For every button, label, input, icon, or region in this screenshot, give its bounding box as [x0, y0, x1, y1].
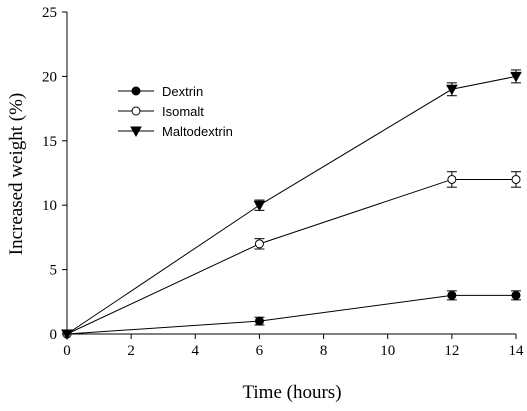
axes: 0 2 4 6 8 10 12 14 0 5 10 15 20 25: [42, 5, 524, 359]
y-tick-label: 10: [42, 198, 57, 214]
legend: Dextrin Isomalt Maltodextrin: [118, 84, 233, 139]
series-isomalt: [62, 171, 521, 339]
x-tick-label: 10: [380, 343, 395, 359]
data-point: [511, 290, 521, 300]
series-line: [66, 75, 517, 335]
x-tick-label: 6: [256, 343, 264, 359]
x-tick-label: 0: [63, 343, 71, 359]
x-tick-label: 12: [444, 343, 459, 359]
series-line: [66, 178, 516, 335]
legend-item: Isomalt: [118, 104, 204, 119]
series-layer: [61, 69, 522, 341]
legend-item: Maltodextrin: [118, 124, 233, 139]
x-tick-label: 14: [509, 343, 525, 359]
data-point: [254, 239, 264, 249]
y-tick-label: 5: [50, 263, 58, 279]
legend-item: Dextrin: [118, 84, 203, 99]
series-dextrin: [62, 290, 521, 339]
x-tick-label: 2: [127, 343, 135, 359]
data-point: [61, 329, 73, 341]
data-point: [447, 174, 457, 184]
legend-label: Maltodextrin: [162, 124, 233, 139]
data-point: [447, 290, 457, 300]
y-tick-label: 25: [42, 5, 57, 21]
y-tick-label: 0: [50, 327, 58, 343]
y-axis-title: Increased weight (%): [6, 93, 27, 255]
x-tick-label: 8: [320, 343, 328, 359]
legend-marker: [130, 126, 142, 138]
data-point: [511, 174, 521, 184]
series-maltodextrin: [61, 69, 522, 341]
data-point: [254, 316, 264, 326]
x-axis-title: Time (hours): [242, 382, 341, 403]
y-tick-label: 15: [42, 134, 57, 150]
legend-label: Dextrin: [162, 84, 203, 99]
legend-marker: [131, 106, 141, 116]
legend-marker: [131, 86, 141, 96]
x-tick-label: 4: [192, 343, 200, 359]
data-point: [253, 200, 266, 212]
y-tick-label: 20: [42, 69, 57, 85]
data-point: [510, 71, 522, 83]
series-line: [66, 294, 516, 335]
legend-label: Isomalt: [162, 104, 204, 119]
data-point: [446, 84, 458, 96]
